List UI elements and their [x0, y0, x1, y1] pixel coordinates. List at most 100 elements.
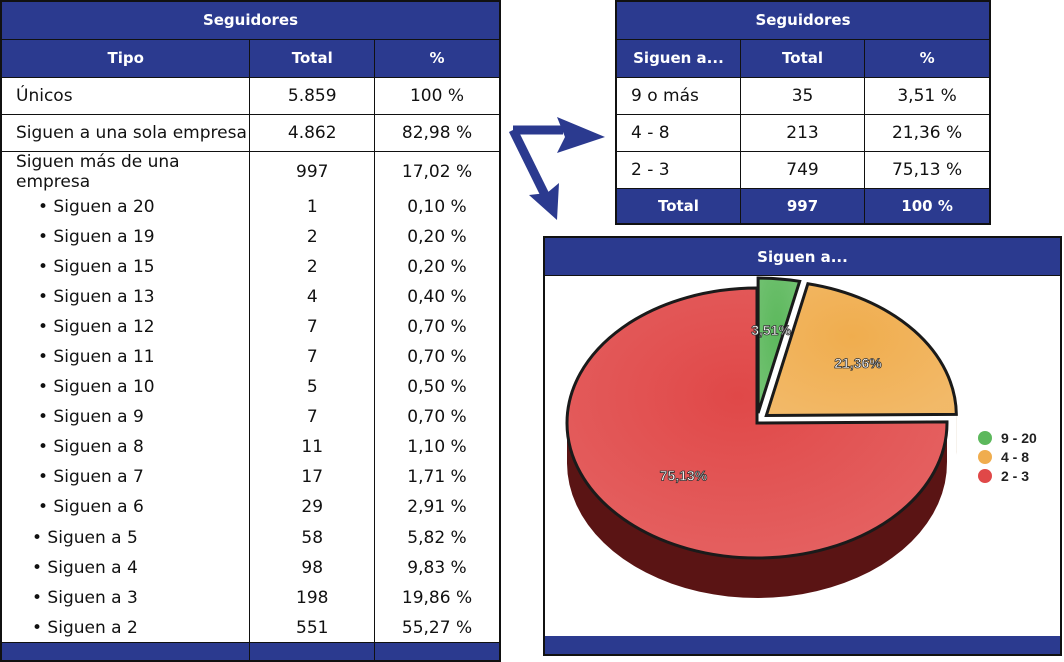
row-label: • Siguen a 6 [1, 492, 250, 522]
row-pct: 1,10 % [374, 432, 500, 462]
table-row: Siguen a una sola empresa 4.862 82,98 % [1, 114, 500, 151]
row-total: 198 [250, 583, 375, 613]
row-total: 58 [250, 523, 375, 553]
row-total: 4.862 [250, 114, 375, 151]
footer-cell [250, 643, 375, 661]
seguidores-table: Seguidores Tipo Total % Únicos 5.859 100… [0, 0, 501, 662]
row-total: 213 [740, 114, 864, 151]
header-total: Total [250, 39, 375, 77]
total-pct: 100 % [865, 188, 990, 224]
total-label: Total [616, 188, 740, 224]
row-pct: 19,86 % [374, 583, 500, 613]
header-pct: % [865, 39, 990, 77]
legend-marker [978, 469, 992, 483]
row-total: 5 [250, 372, 375, 402]
row-label: Únicos [1, 77, 250, 114]
row-pct: 0,10 % [374, 192, 500, 222]
row-label: 2 - 3 [616, 151, 740, 188]
legend-marker [978, 431, 992, 445]
pie-data-label: 75,13% [660, 468, 708, 484]
row-total: 749 [740, 151, 864, 188]
table-row: 4 - 8 213 21,36 % [616, 114, 990, 151]
table-footer-bar [1, 643, 500, 661]
row-total: 11 [250, 432, 375, 462]
row-label: • Siguen a 9 [1, 402, 250, 432]
header-siguen-a: Siguen a... [616, 39, 740, 77]
row-pct: 2,91 % [374, 492, 500, 522]
row-pct: 0,70 % [374, 402, 500, 432]
legend-marker [978, 450, 992, 464]
pie-slice-4-8 [766, 284, 956, 416]
footer-cell [374, 643, 500, 661]
row-pct: 75,13 % [865, 151, 990, 188]
row-label: • Siguen a 19 [1, 222, 250, 252]
row-pct: 0,50 % [374, 372, 500, 402]
row-total: 2 [250, 222, 375, 252]
table-row: 2 - 3 749 75,13 % [616, 151, 990, 188]
arrow-graphic [505, 115, 615, 225]
row-total: 997 [250, 151, 375, 192]
row-total: 98 [250, 553, 375, 583]
row-pct: 3,51 % [865, 77, 990, 114]
row-pct: 17,02 % [374, 151, 500, 192]
pie-data-label: 3,51% [751, 322, 791, 338]
row-pct: 55,27 % [374, 613, 500, 643]
row-pct: 82,98 % [374, 114, 500, 151]
row-total: 17 [250, 462, 375, 492]
row-pct: 0,70 % [374, 312, 500, 342]
legend-label: 2 - 3 [1001, 468, 1029, 484]
row-label: 4 - 8 [616, 114, 740, 151]
row-pct: 0,20 % [374, 222, 500, 252]
footer-cell [1, 643, 250, 661]
header-pct: % [374, 39, 500, 77]
legend-label: 9 - 20 [1001, 430, 1037, 446]
row-total: 5.859 [250, 77, 375, 114]
row-total: 2 [250, 252, 375, 282]
row-label: 9 o más [616, 77, 740, 114]
pie-data-label: 21,36% [834, 355, 882, 371]
header-tipo: Tipo [1, 39, 250, 77]
row-label: • Siguen a 8 [1, 432, 250, 462]
row-pct: 0,40 % [374, 282, 500, 312]
row-label: • Siguen a 3 [1, 583, 250, 613]
left-table-title: Seguidores [1, 1, 500, 39]
total-row: Total 997 100 % [616, 188, 990, 224]
legend-label: 4 - 8 [1001, 449, 1029, 465]
chart-footer-bar [545, 636, 1060, 654]
pie-chart: 3,51% 21,36% 75,13% 9 - 20 4 - 8 2 - 3 [545, 238, 1060, 654]
row-label: • Siguen a 7 [1, 462, 250, 492]
row-total: 7 [250, 402, 375, 432]
table-row: Siguen más de una empresa 997 17,02 % [1, 151, 500, 192]
row-label: • Siguen a 2 [1, 613, 250, 643]
row-label: • Siguen a 15 [1, 252, 250, 282]
row-total: 35 [740, 77, 864, 114]
row-label: • Siguen a 11 [1, 342, 250, 372]
row-label: • Siguen a 5 [1, 523, 250, 553]
table-row: 9 o más 35 3,51 % [616, 77, 990, 114]
row-total: 551 [250, 613, 375, 643]
row-label: • Siguen a 10 [1, 372, 250, 402]
row-pct: 100 % [374, 77, 500, 114]
row-total: 7 [250, 312, 375, 342]
row-pct: 0,70 % [374, 342, 500, 372]
row-label: • Siguen a 4 [1, 553, 250, 583]
row-total: 29 [250, 492, 375, 522]
row-label: Siguen a una sola empresa [1, 114, 250, 151]
row-total: 4 [250, 282, 375, 312]
seguidores-summary-table: Seguidores Siguen a... Total % 9 o más 3… [615, 0, 991, 225]
row-pct: 5,82 % [374, 523, 500, 553]
row-label: Siguen más de una empresa [1, 151, 250, 192]
row-pct: 0,20 % [374, 252, 500, 282]
